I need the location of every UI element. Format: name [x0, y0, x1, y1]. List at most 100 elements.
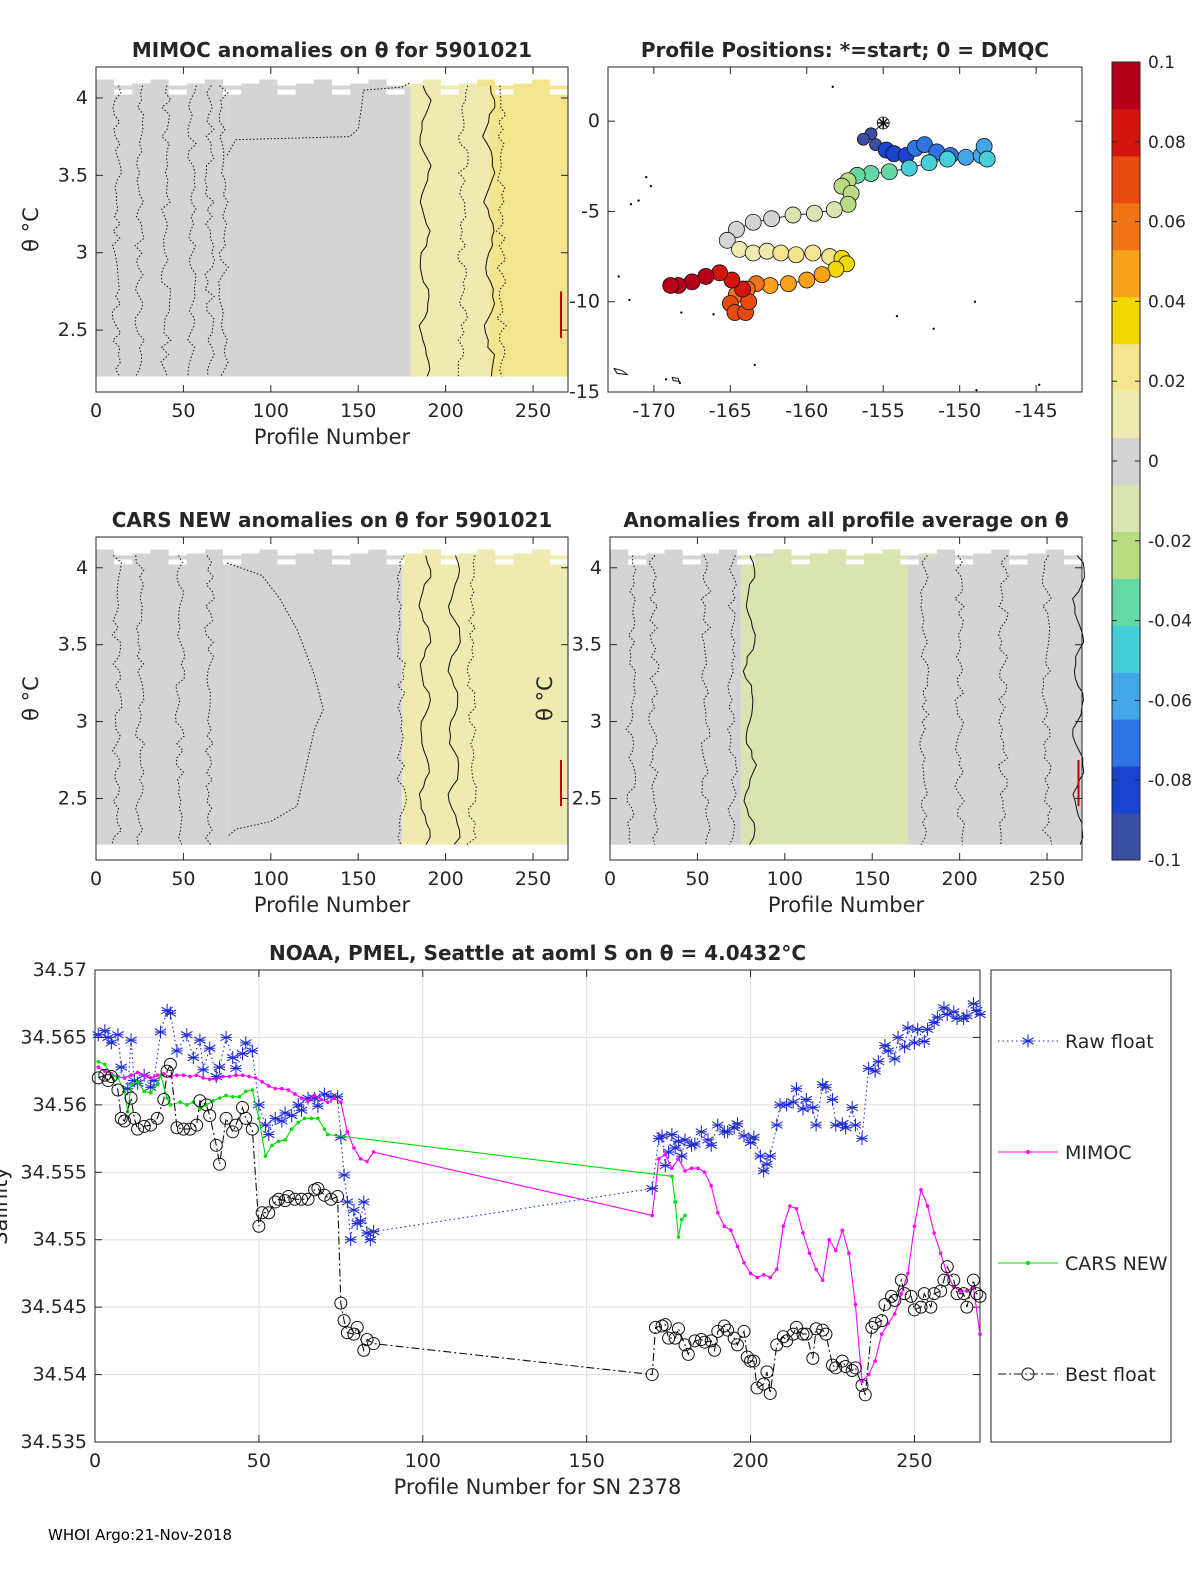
- data-point: [869, 1064, 882, 1078]
- position-point: [978, 150, 996, 168]
- heatmap-edge: [241, 553, 260, 557]
- heatmap-edge: [259, 549, 278, 557]
- data-point: [230, 1094, 235, 1099]
- heatmap-edge: [900, 559, 919, 565]
- position-point: [662, 277, 680, 294]
- data-point: [694, 1333, 708, 1347]
- data-point: [337, 1314, 351, 1328]
- heatmap-edge: [954, 559, 974, 565]
- data-point: [885, 1289, 898, 1303]
- data-point: [663, 1152, 668, 1157]
- x-tick-label: -160: [785, 400, 828, 422]
- heatmap-edge: [313, 549, 332, 557]
- data-point: [129, 1082, 133, 1087]
- data-point: [229, 1118, 243, 1132]
- heatmap-edge: [204, 79, 224, 87]
- data-point: [761, 1272, 766, 1277]
- contour-line: [919, 555, 930, 845]
- legend-label: MIMOC: [1065, 1142, 1132, 1164]
- y-tick-label: 2.5: [58, 319, 88, 341]
- data-point: [344, 1233, 357, 1247]
- contour-line: [218, 85, 229, 377]
- data-point: [350, 1320, 364, 1334]
- heatmap-edge: [277, 89, 296, 95]
- colorbar-segment: [1112, 390, 1140, 439]
- heatmap-edge: [368, 549, 387, 557]
- data-point: [255, 1206, 269, 1220]
- data-point: [774, 1267, 779, 1272]
- position-point: [711, 264, 729, 282]
- x-tick-label: 200: [732, 1450, 768, 1472]
- contour-line: [998, 555, 1009, 845]
- data-point: [754, 1149, 767, 1163]
- colorbar-tick-label: -0.08: [1148, 771, 1192, 791]
- data-point: [704, 1334, 718, 1348]
- data-point: [91, 1071, 105, 1085]
- data-point: [247, 1074, 251, 1079]
- heatmap-edge: [973, 553, 992, 557]
- data-point: [266, 1084, 271, 1088]
- data-point: [974, 1008, 986, 1022]
- legend-entry: Best float: [998, 1364, 1156, 1386]
- data-point: [721, 1323, 735, 1337]
- data-point: [301, 1192, 315, 1206]
- data-point: [111, 1083, 125, 1097]
- heatmap-cell: [96, 85, 228, 377]
- heatmap-edge: [610, 549, 629, 557]
- data-point: [148, 1076, 153, 1080]
- heatmap-edge: [241, 83, 260, 87]
- x-tick-label: 0: [90, 868, 102, 890]
- data-point: [367, 1225, 380, 1239]
- data-point: [819, 1327, 833, 1341]
- data-point: [135, 1080, 140, 1084]
- data-point: [262, 1206, 276, 1220]
- data-point: [931, 1010, 944, 1024]
- data-point: [875, 1314, 889, 1328]
- data-point: [848, 1361, 862, 1375]
- data-point: [259, 1118, 272, 1132]
- data-point: [137, 1119, 151, 1133]
- data-point: [924, 1300, 938, 1314]
- x-axis-label: Profile Number: [254, 893, 411, 917]
- data-point: [309, 1116, 314, 1121]
- contour-line: [1072, 555, 1085, 845]
- data-point: [670, 1174, 674, 1179]
- contour-line: [954, 555, 965, 845]
- data-point: [918, 1034, 931, 1048]
- data-point: [237, 1094, 242, 1099]
- data-point: [807, 1251, 812, 1255]
- data-point: [239, 1036, 252, 1050]
- data-point: [899, 1291, 904, 1296]
- data-point: [763, 1386, 777, 1400]
- data-point: [888, 1293, 902, 1307]
- colorbar-tick-label: 0.08: [1148, 133, 1186, 153]
- data-point: [845, 1364, 859, 1378]
- colorbar-segment: [1112, 625, 1140, 673]
- island-mark: [973, 300, 977, 303]
- data-point: [676, 1157, 681, 1161]
- data-point: [970, 1287, 984, 1301]
- axes-box: [95, 66, 569, 393]
- island-mark: [975, 388, 978, 392]
- heatmap-edge: [1009, 559, 1028, 565]
- data-point: [142, 1073, 146, 1077]
- heatmap-edge: [459, 83, 478, 87]
- data-point: [209, 1138, 223, 1152]
- data-point: [715, 1210, 720, 1215]
- y-tick-label: 3: [590, 711, 602, 733]
- x-tick-label: -170: [632, 400, 675, 422]
- colorbar-segment: [1112, 343, 1140, 392]
- data-point: [744, 1354, 758, 1368]
- y-tick-label: 2.5: [58, 787, 88, 809]
- data-point: [332, 1096, 337, 1100]
- colorbar-tick-label: 0.04: [1148, 292, 1186, 312]
- data-point: [737, 1324, 751, 1338]
- data-point: [210, 1070, 223, 1084]
- heatmap-edge: [150, 549, 169, 557]
- data-point: [168, 1103, 173, 1107]
- island-mark: [831, 85, 834, 89]
- heatmap-edge: [277, 559, 296, 565]
- data-point: [847, 1251, 851, 1255]
- x-tick-label: 0: [604, 868, 616, 890]
- island-mark: [664, 378, 668, 381]
